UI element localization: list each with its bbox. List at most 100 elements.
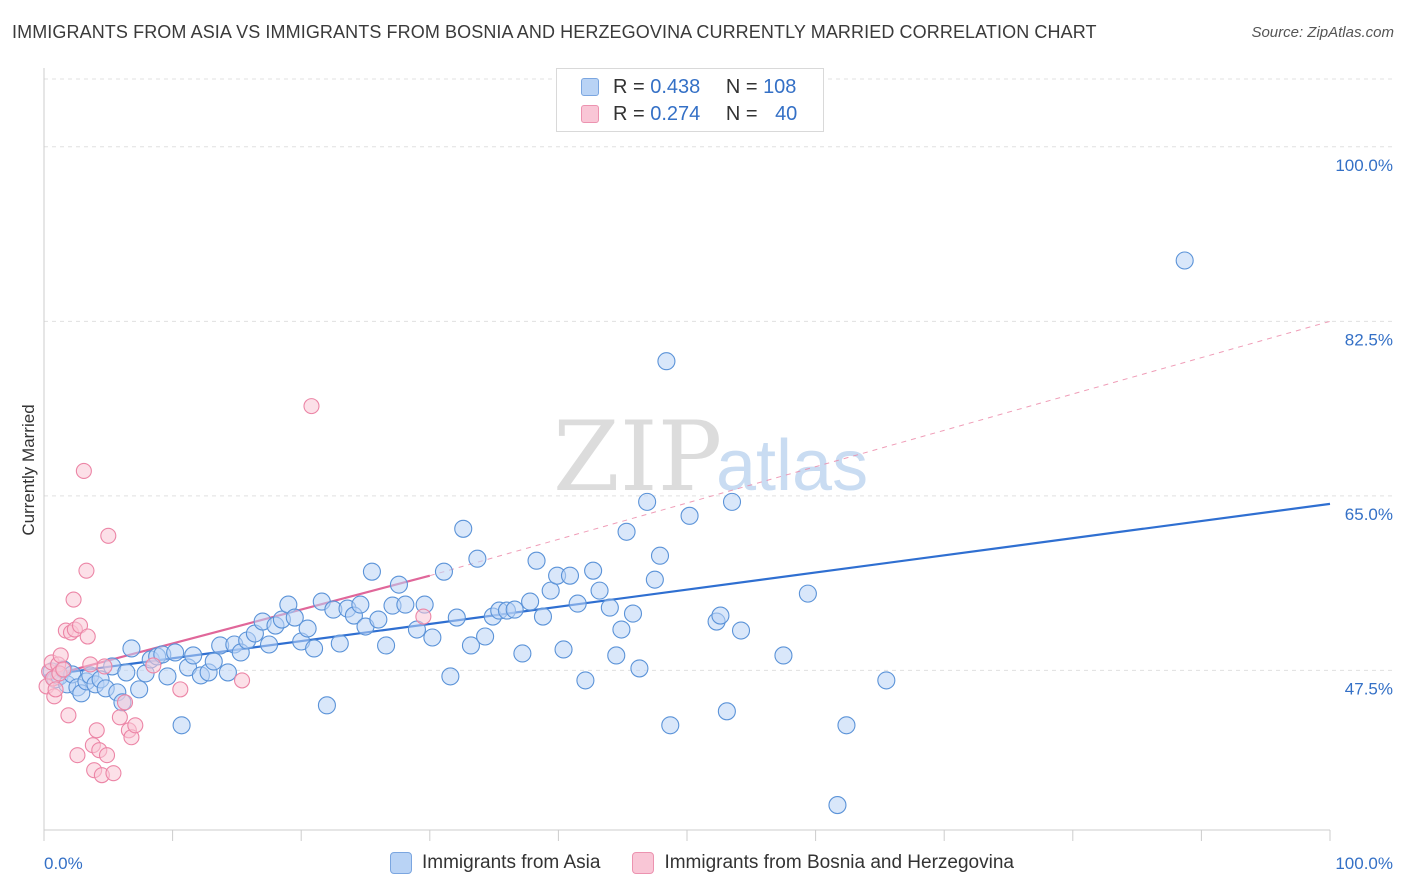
- data-point: [305, 639, 324, 658]
- data-point: [71, 617, 89, 634]
- data-point: [623, 604, 643, 623]
- data-point: [554, 640, 573, 659]
- data-point: [65, 591, 82, 608]
- data-point: [590, 581, 609, 600]
- data-point: [111, 709, 128, 726]
- data-point: [204, 652, 223, 671]
- legend-swatch-bosnia: [581, 105, 599, 123]
- data-point: [116, 694, 134, 711]
- data-point: [423, 628, 442, 647]
- data-point: [434, 562, 453, 581]
- data-point: [259, 635, 279, 654]
- data-point: [369, 610, 388, 629]
- data-point: [158, 667, 177, 686]
- data-point: [55, 661, 72, 678]
- legend-swatch-bosnia: [632, 852, 655, 874]
- watermark-zip: ZIP: [553, 401, 722, 513]
- data-point: [568, 594, 587, 613]
- data-point: [461, 636, 481, 655]
- data-point: [166, 643, 185, 662]
- x-tick-label: 0.0%: [44, 854, 83, 873]
- x-tick-label: 100.0%: [1335, 854, 1393, 873]
- data-point: [711, 606, 730, 625]
- data-point: [172, 716, 191, 735]
- data-point: [533, 607, 553, 626]
- data-point: [96, 658, 113, 675]
- data-point: [521, 592, 540, 611]
- data-point: [172, 681, 189, 698]
- data-point: [105, 765, 122, 782]
- data-point: [317, 696, 336, 715]
- data-point: [576, 671, 595, 690]
- data-point: [774, 646, 793, 665]
- data-point: [389, 575, 408, 594]
- data-point: [47, 681, 64, 698]
- r-value: 0.438: [650, 75, 701, 98]
- data-point: [513, 644, 532, 663]
- data-point: [82, 656, 99, 673]
- data-point: [351, 595, 370, 614]
- data-points: [38, 251, 1194, 815]
- r-value: 0.274: [650, 102, 701, 125]
- data-point: [527, 551, 546, 570]
- data-point: [680, 506, 699, 525]
- data-point: [722, 492, 742, 511]
- data-point: [661, 716, 680, 735]
- data-point: [122, 639, 141, 658]
- data-point: [798, 584, 817, 603]
- data-point: [330, 634, 349, 653]
- legend-item-bosnia: Immigrants from Bosnia and Herzegovina: [632, 852, 1014, 874]
- legend-label-asia: Immigrants from Asia: [422, 852, 601, 873]
- data-point: [117, 663, 136, 682]
- data-point: [60, 707, 77, 724]
- correlation-legend: R = 0.438 N = 108 R = 0.274 N = 40: [556, 68, 824, 132]
- series-legend: Immigrants from Asia Immigrants from Bos…: [390, 852, 1046, 874]
- data-point: [441, 667, 460, 686]
- data-point: [98, 747, 116, 764]
- legend-item-asia: Immigrants from Asia: [390, 852, 600, 874]
- data-point: [468, 549, 487, 568]
- trend-line: [43, 502, 1331, 677]
- data-point: [78, 562, 95, 579]
- n-label: N =: [725, 75, 758, 98]
- y-tick-label: 65.0%: [1345, 505, 1393, 524]
- data-point: [377, 636, 396, 655]
- axes: [43, 68, 1331, 841]
- legend-label-bosnia: Immigrants from Bosnia and Herzegovina: [664, 852, 1014, 873]
- legend-row-asia: R = 0.438 N = 108: [581, 74, 796, 100]
- data-point: [127, 717, 144, 734]
- data-point: [650, 546, 670, 565]
- data-point: [100, 527, 117, 544]
- data-point: [145, 657, 162, 674]
- r-label: R =: [613, 75, 645, 98]
- data-point: [130, 680, 149, 699]
- legend-swatch-asia: [581, 78, 599, 96]
- data-point: [298, 619, 317, 638]
- data-point: [69, 747, 86, 764]
- series-bosnia-points: [38, 398, 432, 784]
- data-point: [600, 598, 619, 617]
- data-point: [1175, 251, 1194, 270]
- y-tick-label: 100.0%: [1335, 156, 1393, 175]
- data-point: [541, 581, 560, 600]
- chart-title: IMMIGRANTS FROM ASIA VS IMMIGRANTS FROM …: [12, 22, 1097, 42]
- grid-lines: [44, 78, 1395, 671]
- data-point: [454, 519, 473, 538]
- data-point: [837, 716, 856, 735]
- data-point: [476, 627, 495, 646]
- data-point: [303, 398, 320, 415]
- tick-labels: 47.5% 65.0% 82.5% 100.0% 0.0% 100.0%: [44, 156, 1393, 873]
- series-asia-points: [42, 251, 1194, 815]
- data-point: [233, 672, 251, 689]
- n-value: 40: [775, 102, 798, 125]
- y-tick-label: 82.5%: [1345, 330, 1393, 349]
- data-point: [630, 659, 649, 678]
- data-point: [560, 566, 580, 585]
- data-point: [447, 608, 466, 627]
- r-label: R =: [613, 102, 645, 125]
- data-point: [218, 663, 237, 682]
- data-point: [717, 702, 736, 721]
- watermark: ZIP atlas: [553, 401, 868, 513]
- data-point: [731, 621, 751, 640]
